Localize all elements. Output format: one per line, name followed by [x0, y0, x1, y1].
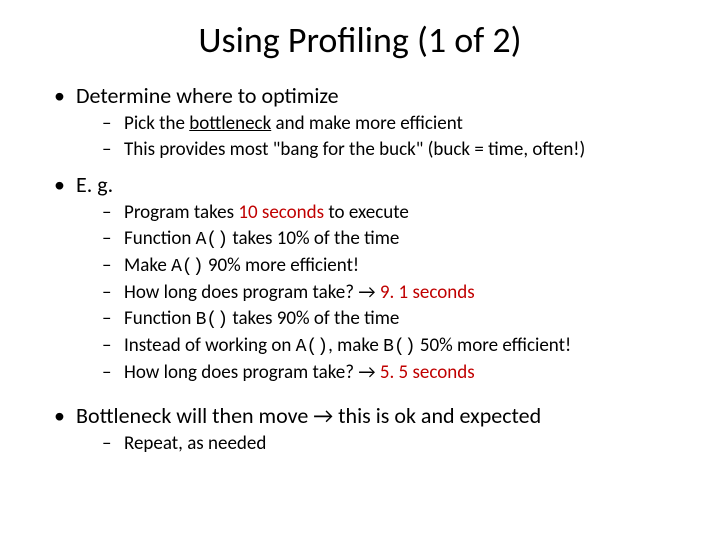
text: Function: [124, 227, 196, 250]
text: How long does program take? →: [124, 361, 380, 384]
code-text: A(): [196, 230, 228, 250]
sub-item: Pick the bottleneck and make more effici…: [102, 112, 680, 136]
text: 90% more efficient!: [204, 254, 360, 277]
text: takes 90% of the time: [228, 307, 399, 330]
sub-item: Program takes 10 seconds to execute: [102, 201, 680, 225]
sub-item: How long does program take? → 9. 1 secon…: [102, 281, 680, 305]
sub-list: Pick the bottleneck and make more effici…: [76, 112, 680, 163]
sub-item: Function A() takes 10% of the time: [102, 227, 680, 252]
code-text: A(): [296, 337, 328, 357]
sub-item: Make A() 90% more efficient!: [102, 254, 680, 279]
text: How long does program take? →: [124, 281, 380, 304]
highlight-text: 9. 1 seconds: [380, 281, 475, 304]
sub-item: This provides most "bang for the buck" (…: [102, 138, 680, 162]
sub-item: Repeat, as needed: [102, 432, 680, 456]
underlined-text: bottleneck: [189, 112, 271, 135]
slide: Using Profiling (1 of 2) Determine where…: [0, 0, 720, 540]
bullet-determine: Determine where to optimize Pick the bot…: [50, 82, 680, 163]
code-text: B(): [196, 310, 228, 330]
code-text: B(): [383, 337, 415, 357]
text: to execute: [324, 201, 409, 224]
bullet-text: Determine where to optimize: [76, 82, 339, 109]
bullet-list: Determine where to optimize Pick the bot…: [40, 82, 680, 456]
highlight-text: 10 seconds: [238, 201, 324, 224]
text: Make: [124, 254, 171, 277]
bullet-text: Bottleneck will then move → this is ok a…: [76, 402, 541, 429]
bullet-eg: E. g. Program takes 10 seconds to execut…: [50, 171, 680, 386]
sub-item: How long does program take? → 5. 5 secon…: [102, 361, 680, 385]
text: This provides most "bang for the buck" (…: [124, 138, 585, 161]
text: , make: [328, 334, 383, 357]
sub-item: Instead of working on A(), make B() 50% …: [102, 334, 680, 359]
highlight-text: 5. 5 seconds: [380, 361, 475, 384]
text: Program takes: [124, 201, 238, 224]
text: takes 10% of the time: [228, 227, 399, 250]
text: Function: [124, 307, 196, 330]
slide-title: Using Profiling (1 of 2): [40, 18, 680, 62]
sub-item: Function B() takes 90% of the time: [102, 307, 680, 332]
text: Pick the: [124, 112, 189, 135]
text: Repeat, as needed: [124, 432, 266, 455]
code-text: A(): [171, 257, 203, 277]
sub-list: Program takes 10 seconds to execute Func…: [76, 201, 680, 386]
text: and make more efficient: [271, 112, 463, 135]
sub-list: Repeat, as needed: [76, 432, 680, 456]
text: 50% more efficient!: [416, 334, 572, 357]
text: Instead of working on: [124, 334, 296, 357]
bullet-text: E. g.: [76, 171, 113, 198]
bullet-bottleneck: Bottleneck will then move → this is ok a…: [50, 402, 680, 456]
